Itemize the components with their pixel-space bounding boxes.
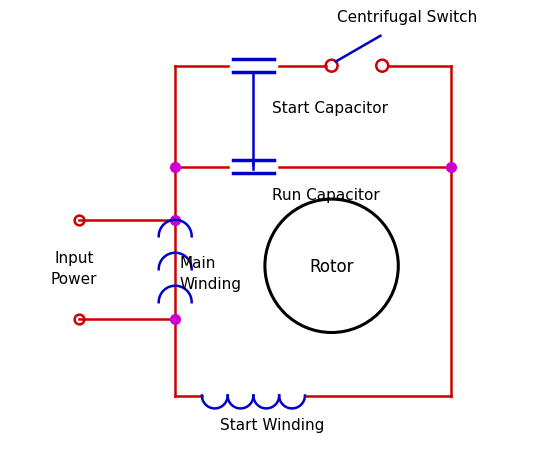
Text: Main
Winding: Main Winding xyxy=(180,255,242,291)
Text: Run Capacitor: Run Capacitor xyxy=(272,188,379,202)
Text: Start Capacitor: Start Capacitor xyxy=(272,101,388,115)
Text: Start Winding: Start Winding xyxy=(219,417,324,432)
Text: Centrifugal Switch: Centrifugal Switch xyxy=(337,10,478,25)
Text: Rotor: Rotor xyxy=(309,257,354,275)
Text: Input
Power: Input Power xyxy=(51,251,97,286)
